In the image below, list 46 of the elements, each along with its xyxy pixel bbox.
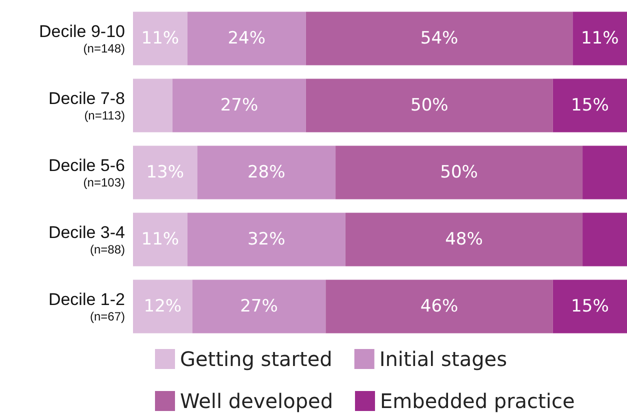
data-label: 11% bbox=[141, 28, 180, 48]
bar bbox=[582, 212, 627, 266]
bar bbox=[133, 78, 173, 132]
data-label: 12% bbox=[144, 296, 182, 316]
data-label: 46% bbox=[420, 296, 458, 316]
bar bbox=[336, 146, 583, 200]
bar bbox=[192, 280, 326, 334]
data-label: 28% bbox=[247, 162, 286, 182]
data-label: 54% bbox=[420, 28, 458, 48]
data-label: 48% bbox=[445, 230, 483, 250]
bar bbox=[345, 212, 583, 266]
bar bbox=[306, 12, 573, 66]
data-label: 11% bbox=[580, 28, 619, 48]
bar bbox=[187, 12, 306, 66]
data-label: 13% bbox=[146, 162, 184, 182]
legend-label: Well developed bbox=[180, 389, 334, 413]
data-label: 27% bbox=[220, 96, 258, 116]
data-label: 50% bbox=[440, 162, 478, 182]
legend-label: Initial stages bbox=[379, 347, 507, 371]
bar bbox=[306, 78, 553, 132]
legend-label: Embedded practice bbox=[380, 389, 575, 413]
bar bbox=[187, 212, 346, 266]
bar bbox=[197, 146, 336, 200]
y-tick-label: Decile 5-6 (n=103) bbox=[48, 156, 125, 190]
data-label: 15% bbox=[571, 96, 609, 116]
bar bbox=[133, 12, 188, 66]
data-label: 24% bbox=[228, 28, 266, 48]
bar bbox=[133, 146, 198, 200]
legend-label: Getting started bbox=[180, 347, 332, 371]
bar bbox=[133, 212, 188, 266]
bar bbox=[326, 280, 553, 334]
data-label: 32% bbox=[247, 230, 286, 250]
bar bbox=[582, 146, 627, 200]
bar bbox=[172, 78, 306, 132]
data-label: 27% bbox=[240, 296, 278, 316]
data-label: 50% bbox=[410, 96, 448, 116]
y-tick-label: Decile 3-4 (n=88) bbox=[48, 223, 125, 256]
data-label: 11% bbox=[141, 230, 180, 250]
bar bbox=[133, 280, 192, 334]
bar bbox=[572, 12, 627, 66]
y-tick-label: Decile 9-10 (n=148) bbox=[39, 22, 125, 56]
data-label: 15% bbox=[571, 296, 609, 316]
bar bbox=[552, 78, 627, 132]
y-tick-label: Decile 7-8 (n=113) bbox=[48, 89, 125, 122]
y-tick-label: Decile 1-2 (n=67) bbox=[48, 290, 125, 324]
bar bbox=[552, 280, 627, 334]
